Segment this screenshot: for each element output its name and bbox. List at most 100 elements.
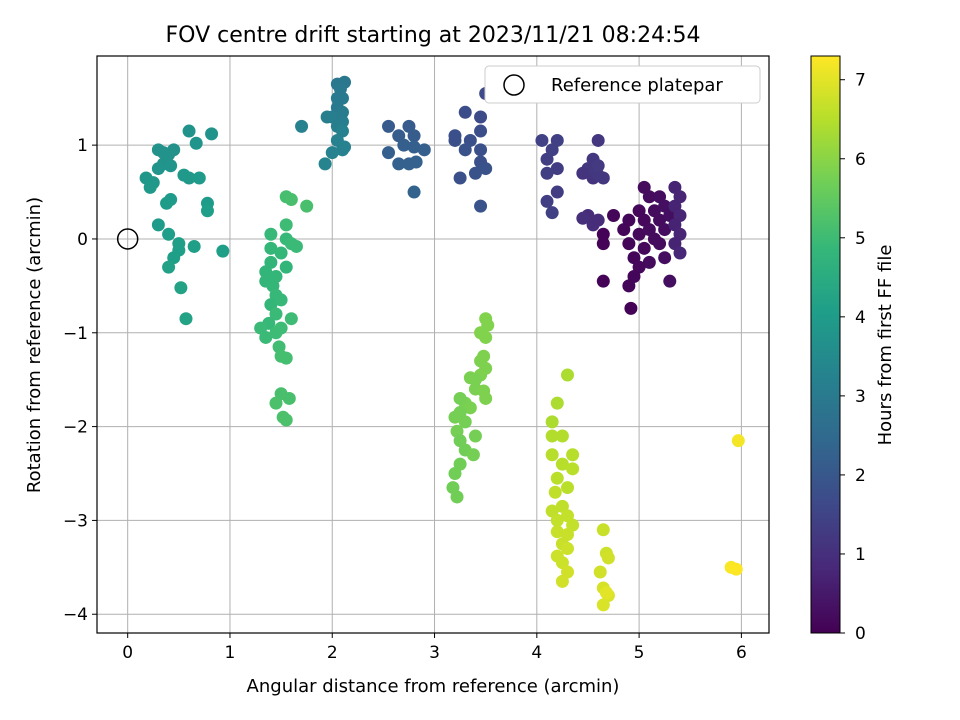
data-point [269, 396, 283, 410]
colorbar-tick-label: 6 [855, 150, 866, 170]
data-point [407, 185, 421, 199]
data-point [179, 312, 193, 326]
data-point [264, 241, 278, 255]
data-point [663, 274, 677, 288]
colorbar-tick-label: 7 [855, 71, 866, 91]
data-point [284, 312, 298, 326]
data-point [463, 371, 477, 385]
legend: Reference platepar [484, 65, 761, 104]
x-tick-label: 3 [429, 643, 440, 663]
data-point [545, 448, 559, 462]
data-point [325, 146, 339, 160]
data-point [279, 413, 293, 427]
y-tick-label: 0 [77, 230, 88, 250]
data-point [566, 448, 580, 462]
data-point [200, 204, 214, 218]
data-point [450, 490, 464, 504]
data-point [591, 213, 605, 227]
y-tick-label: −3 [63, 511, 88, 531]
data-point [550, 396, 564, 410]
data-point [637, 241, 651, 255]
data-point [550, 525, 564, 539]
data-point [274, 246, 288, 260]
colorbar-tick-label: 2 [855, 466, 866, 486]
data-point [540, 194, 554, 208]
data-point [407, 140, 421, 154]
data-point [382, 119, 396, 133]
data-point [453, 391, 467, 405]
data-point [335, 105, 349, 119]
colorbar-tick-label: 4 [855, 308, 866, 328]
data-point [182, 124, 196, 138]
data-point [550, 133, 564, 147]
data-point [448, 133, 462, 147]
data-point [458, 143, 472, 157]
data-point [448, 467, 462, 481]
data-point [555, 457, 569, 471]
data-point [474, 143, 488, 157]
data-point [596, 598, 610, 612]
data-point [259, 265, 273, 279]
data-point [601, 551, 615, 565]
legend-label-reference: Reference platepar [551, 75, 723, 96]
colorbar-tick-label: 0 [855, 624, 866, 644]
data-point [189, 136, 203, 150]
chart-title: FOV centre drift starting at 2023/11/21 … [166, 23, 701, 48]
data-point [216, 244, 230, 258]
y-tick-label: 1 [77, 136, 88, 156]
data-point [555, 574, 569, 588]
y-axis-label: Rotation from reference (arcmin) [24, 197, 45, 493]
data-point [392, 157, 406, 171]
data-point [596, 227, 610, 241]
data-point [474, 110, 488, 124]
data-point [535, 133, 549, 147]
data-point [463, 401, 477, 415]
data-point [458, 415, 472, 429]
data-point [274, 321, 288, 335]
data-point [468, 166, 482, 180]
data-point [540, 166, 554, 180]
y-tick-label: −4 [63, 605, 88, 625]
data-point [151, 218, 165, 232]
x-tick-label: 6 [736, 643, 747, 663]
data-point [550, 185, 564, 199]
data-point [550, 513, 564, 527]
data-point [607, 208, 621, 222]
data-point [333, 82, 347, 96]
data-points [139, 75, 745, 612]
data-point [269, 307, 283, 321]
data-point [279, 218, 293, 232]
x-tick-label: 2 [327, 643, 338, 663]
data-point [164, 159, 178, 173]
data-point [624, 301, 638, 315]
data-point [622, 237, 636, 251]
data-point [468, 429, 482, 443]
data-point [205, 127, 219, 141]
colorbar-ticks: 0 1 2 3 4 5 6 7 [840, 71, 866, 644]
data-point [289, 239, 303, 253]
data-point [479, 391, 493, 405]
data-point [279, 351, 293, 365]
data-point [192, 171, 206, 185]
data-point [160, 196, 174, 210]
data-point [264, 227, 278, 241]
data-point [550, 162, 564, 176]
legend-box [484, 65, 761, 104]
x-tick-label: 0 [122, 643, 133, 663]
plot-frame [96, 55, 770, 634]
data-point [545, 429, 559, 443]
data-point [729, 562, 743, 576]
data-point [474, 124, 488, 138]
data-point [409, 155, 423, 169]
data-point [282, 391, 296, 405]
colorbar-label: Hours from first FF file [875, 245, 896, 446]
data-point [466, 448, 480, 462]
data-point [642, 255, 656, 269]
data-point [162, 260, 176, 274]
data-point [561, 368, 575, 382]
data-point [617, 223, 631, 237]
y-tick-label: −2 [63, 418, 88, 438]
data-point [658, 251, 672, 265]
data-point [561, 481, 575, 495]
